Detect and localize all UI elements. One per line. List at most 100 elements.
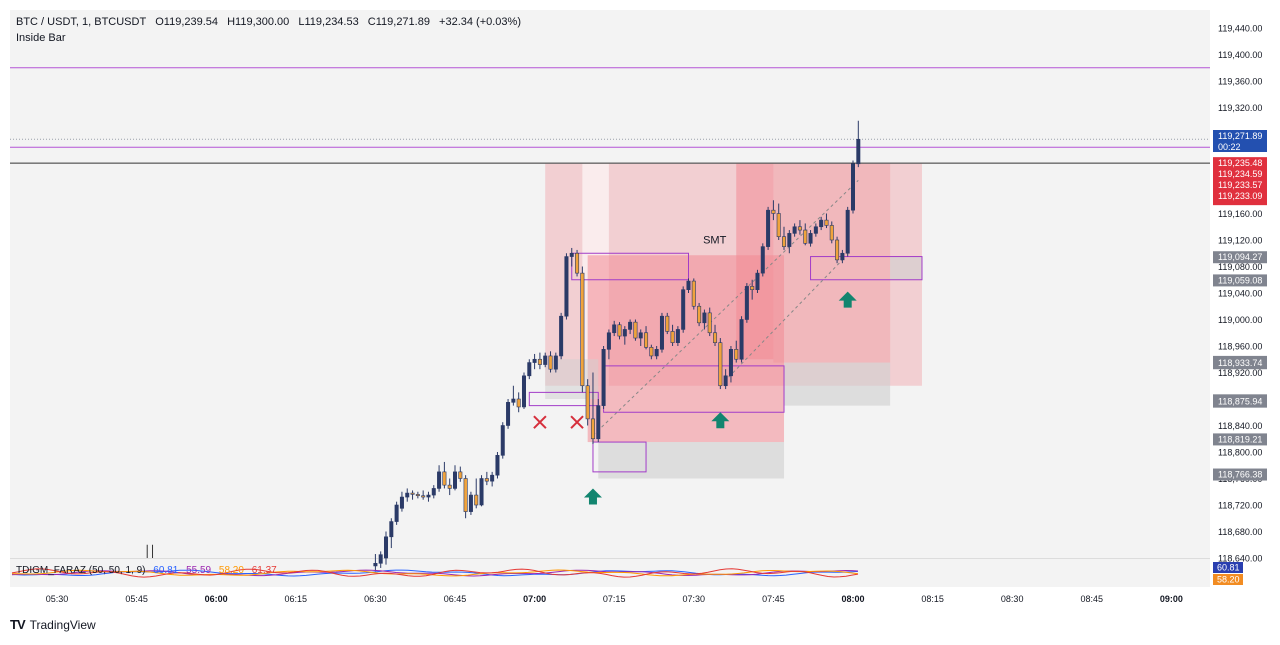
oscillator-value-4: 61.37 <box>251 565 277 576</box>
candle-body <box>415 494 420 497</box>
gray-price-tag-text: 119,094.27 <box>1218 252 1262 262</box>
candle-body <box>559 315 564 357</box>
indicator-label[interactable]: Inside Bar <box>16 32 66 44</box>
candle-body <box>686 280 691 290</box>
candle-body <box>713 332 718 343</box>
last-price-tag-text: 119,271.89 <box>1218 131 1262 141</box>
candle-body <box>707 312 712 334</box>
oscillator-v4-line <box>11 568 859 578</box>
price-tag-layer: 119,271.8900:22119,235.48119,234.59119,2… <box>1213 130 1267 585</box>
candle-body <box>389 521 394 538</box>
price-axis[interactable]: 119,440.00 119,400.00 119,360.00 119,320.00… <box>1210 0 1280 610</box>
candle-body <box>399 496 404 509</box>
candle-body <box>744 286 749 320</box>
candle-body <box>697 305 702 324</box>
candle-layer <box>146 120 861 572</box>
price-tick-label: 119,040.00 <box>1218 289 1262 299</box>
time-tick-label: 07:30 <box>683 594 706 604</box>
candle-body <box>782 236 787 247</box>
level-price-tags-text: 119,235.48 <box>1218 158 1262 168</box>
price-tick-label: 118,640.00 <box>1218 554 1262 564</box>
candle-body <box>850 163 855 211</box>
candle-body <box>797 226 802 231</box>
price-tick-label: 119,080.00 <box>1218 262 1262 272</box>
candle-body <box>527 362 532 377</box>
candle-body <box>384 536 389 559</box>
symbol-label[interactable]: BTC / USDT, 1, BTCUSDT <box>16 16 147 28</box>
candle-body <box>405 492 410 498</box>
candle-body <box>484 478 489 482</box>
price-tick-label: 118,960.00 <box>1218 342 1262 352</box>
price-tick-label: 118,920.00 <box>1218 368 1262 378</box>
candle-body <box>553 355 558 370</box>
candle-body <box>548 355 553 370</box>
gray-price-tag <box>1213 357 1267 370</box>
time-tick-label: 06:30 <box>364 594 387 604</box>
candle-body <box>665 315 670 332</box>
up-arrow-icon <box>711 412 730 429</box>
time-tick-label: 06:15 <box>285 594 308 604</box>
brand-footer[interactable]: TV TradingView <box>10 617 96 632</box>
gray-price-tag <box>1213 395 1267 408</box>
candle-body <box>458 471 463 479</box>
oscillator-v3-line <box>12 569 859 577</box>
candle-body <box>452 471 457 489</box>
candle-body <box>569 252 574 257</box>
zone-upper <box>773 163 891 363</box>
smt-line-2 <box>719 259 843 387</box>
candle-body <box>495 455 500 476</box>
time-tick-label: 08:00 <box>841 594 864 604</box>
high-value: H119,300.00 <box>227 16 290 28</box>
candle-body <box>612 324 617 334</box>
candle-body <box>856 139 861 165</box>
price-tick-label: 119,440.00 <box>1218 24 1262 34</box>
time-tick-label: 07:00 <box>523 594 546 604</box>
candle-body <box>760 246 765 274</box>
oscillator-layer <box>11 568 859 578</box>
candle-body <box>606 332 611 350</box>
candle-body <box>691 280 696 307</box>
price-tick-label: 118,840.00 <box>1218 421 1262 431</box>
gray-price-tag-text: 118,766.38 <box>1218 470 1262 480</box>
candle-body <box>532 358 537 363</box>
oscillator-legend[interactable]: TDIGM_FARAZ (50, 50, 1, 9) 60.81 55.59 5… <box>16 565 282 576</box>
candle-body <box>766 209 771 247</box>
price-tick-label: 119,360.00 <box>1218 77 1262 87</box>
candle-body <box>681 289 686 330</box>
candle-body <box>819 219 824 228</box>
time-tick-label: 06:45 <box>444 594 467 604</box>
candle-body <box>728 349 733 377</box>
gray-price-tag <box>1213 433 1267 446</box>
gray-price-tag-text: 118,819.21 <box>1218 434 1262 444</box>
candle-body <box>564 256 569 317</box>
candle-body <box>840 252 845 261</box>
oscillator-badge-2 <box>1213 574 1243 585</box>
up-arrow-icon <box>838 291 857 308</box>
candle-body <box>808 233 813 244</box>
candle-body <box>787 233 792 247</box>
up-arrow-icon <box>583 488 602 505</box>
price-tick-label: 119,160.00 <box>1218 209 1262 219</box>
smt-label: SMT <box>703 234 727 246</box>
gray-price-tag-text: 118,875.94 <box>1218 397 1262 407</box>
last-price-tag-text: 00:22 <box>1218 142 1241 152</box>
zone-gray-4 <box>890 256 922 280</box>
time-tick-label: 05:30 <box>46 594 69 604</box>
price-tick-label: 118,800.00 <box>1218 448 1262 458</box>
price-tick-label: 119,320.00 <box>1218 103 1262 113</box>
chart-legend: BTC / USDT, 1, BTCUSDT O119,239.54 H119,… <box>16 14 527 46</box>
candle-body <box>431 488 436 496</box>
oscillator-name: TDIGM_FARAZ (50, 50, 1, 9) <box>16 565 146 576</box>
candle-body <box>410 492 415 495</box>
candle-body <box>845 209 850 254</box>
candle-body <box>590 418 595 440</box>
candle-body <box>670 331 675 343</box>
tradingview-logo-icon: TV <box>10 617 26 632</box>
candle-body <box>580 272 585 387</box>
time-tick-label: 06:00 <box>205 594 228 604</box>
candle-body <box>516 398 521 408</box>
time-axis[interactable]: 05:30 05:45 06:00 06:15 06:30 06:45 07:00 07:15… <box>0 587 1280 610</box>
time-axis-background <box>0 587 1280 610</box>
